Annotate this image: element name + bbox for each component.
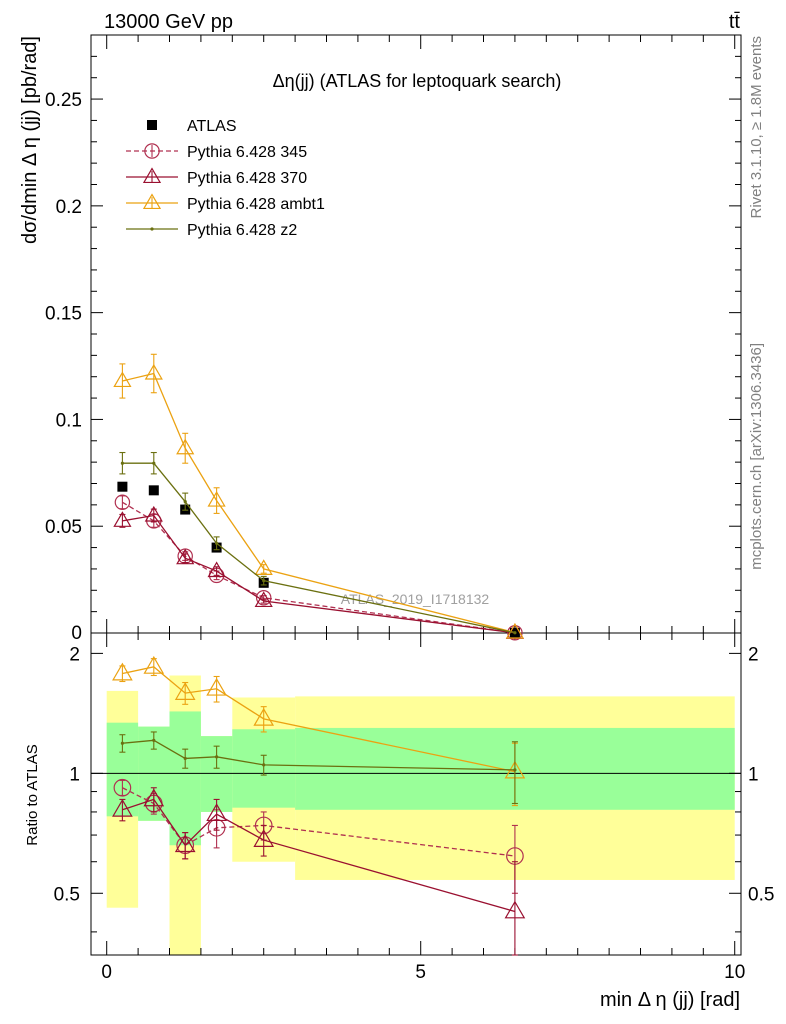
main-series-line-2: [122, 514, 515, 634]
ratio-series-point-3: [262, 763, 266, 767]
x-tick-label: 5: [415, 962, 426, 983]
main-y-tick-label: 0.05: [45, 517, 82, 538]
main-series-point-3: [207, 490, 226, 507]
main-y-axis-label: dσ/dmin Δ η (jj) [pb/rad]: [19, 36, 41, 244]
legend-marker-4: [150, 227, 154, 231]
main-title: Δη(jj) (ATLAS for leptoquark search): [273, 71, 562, 91]
main-series-point-1: [255, 590, 272, 606]
main-series-point-4: [183, 500, 187, 504]
ratio-series-line-3: [122, 739, 515, 771]
header-left: 13000 GeV pp: [104, 11, 233, 33]
main-series-point-4: [152, 461, 156, 465]
main-series-point-3: [113, 371, 132, 388]
main-series: [113, 353, 525, 641]
main-y-tick-label-zero: 0: [71, 623, 82, 644]
ratio-series-point-3: [513, 768, 517, 772]
ratio-series-point-1: [206, 803, 227, 822]
ratio-series-point-2: [143, 655, 165, 674]
main-series-point-2: [176, 548, 195, 565]
ratio-y-tick-label-right: 1: [748, 764, 759, 785]
main-series-point-4: [120, 461, 125, 465]
main-series-point-1: [507, 625, 523, 641]
main-series-point-3: [144, 363, 163, 380]
ratio-series-point-3: [152, 738, 156, 742]
main-series-point-0: [117, 481, 128, 492]
green-band-2: [169, 711, 201, 846]
main-y-tick-label: 0.25: [45, 90, 82, 111]
ratio-y-tick-label: 2: [69, 644, 80, 665]
ratio-ticks: 0.5 0.5 1 1 2 2 0 5 10: [54, 633, 774, 983]
ratio-series-point-3: [120, 741, 125, 745]
main-series-point-2: [144, 505, 163, 522]
legend-label-1: Pythia 6.428 345: [187, 144, 307, 161]
main-series-point-4: [262, 579, 266, 583]
legend-label-3: Pythia 6.428 ambt1: [187, 196, 325, 213]
ratio-series-point-1: [504, 900, 526, 919]
main-y-tick-label: 0.1: [56, 410, 82, 431]
main-series-point-2: [207, 561, 226, 578]
ratio-series-point-1: [112, 798, 133, 817]
main-ticks: 0.05 0.1 0.15 0.2 0.25 0: [45, 35, 741, 644]
legend-marker-1: [144, 143, 160, 159]
ratio-frame: [90, 632, 742, 956]
main-series-line-4: [122, 462, 516, 634]
watermark: ATLAS_2019_I1718132: [341, 591, 490, 607]
legend-marker-2: [142, 167, 162, 184]
rivet-label: Rivet 3.1.10, ≥ 1.8M events: [748, 36, 765, 219]
ratio-series: [112, 655, 526, 956]
main-series-point-2: [113, 511, 132, 527]
ratio-series-point-2: [174, 682, 196, 700]
legend: ATLAS Pythia 6.428 345 Pythia 6.428 370 Pyt…: [126, 118, 325, 239]
ratio-series-point-2: [112, 662, 133, 681]
main-y-tick-label: 0.15: [45, 304, 82, 325]
main-y-tick-label: 0.2: [56, 197, 82, 218]
ratio-series-line-1: [122, 798, 516, 913]
main-series-point-2: [254, 591, 273, 608]
legend-label-2: Pythia 6.428 370: [187, 170, 307, 187]
ratio-series-point-2: [253, 707, 275, 726]
ratio-series-point-3: [215, 755, 219, 759]
main-series-line-1: [122, 501, 516, 634]
main-series-point-3: [505, 622, 525, 639]
ratio-y-tick-label-right: 0.5: [748, 884, 774, 905]
mcplots-label: mcplots.cern.ch [arXiv:1306.3436]: [748, 343, 765, 570]
x-axis-label: min Δ η (jj) [rad]: [600, 989, 740, 1011]
header-right: tt̄: [729, 11, 741, 33]
legend-marker-3: [142, 193, 162, 210]
ratio-series-point-0: [113, 778, 132, 797]
ratio-y-axis-label: Ratio to ATLAS: [24, 744, 41, 845]
ratio-series-point-2: [206, 677, 227, 696]
ratio-series-line-2: [122, 666, 516, 773]
ratio-series-line-0: [122, 787, 515, 857]
ratio-y-tick-label: 0.5: [54, 884, 80, 905]
legend-label-4: Pythia 6.428 z2: [187, 222, 297, 239]
ratio-series-point-3: [183, 756, 187, 761]
ratio-series-point-1: [143, 788, 165, 807]
ratio-series-point-1: [174, 834, 196, 853]
ratio-series-point-1: [253, 829, 275, 847]
main-series-point-4: [513, 631, 517, 635]
main-series-point-3: [176, 438, 195, 455]
main-series-point-1: [114, 494, 131, 511]
x-tick-label: 10: [724, 962, 745, 983]
legend-label-0: ATLAS: [187, 118, 237, 135]
main-series-point-0: [148, 485, 159, 496]
x-tick-label: 0: [101, 962, 112, 983]
main-series-point-3: [254, 559, 273, 575]
ratio-y-tick-label-right: 2: [748, 644, 759, 665]
main-series-point-4: [215, 541, 219, 545]
legend-marker-0: [147, 120, 157, 130]
ratio-y-tick-label: 1: [69, 764, 80, 785]
